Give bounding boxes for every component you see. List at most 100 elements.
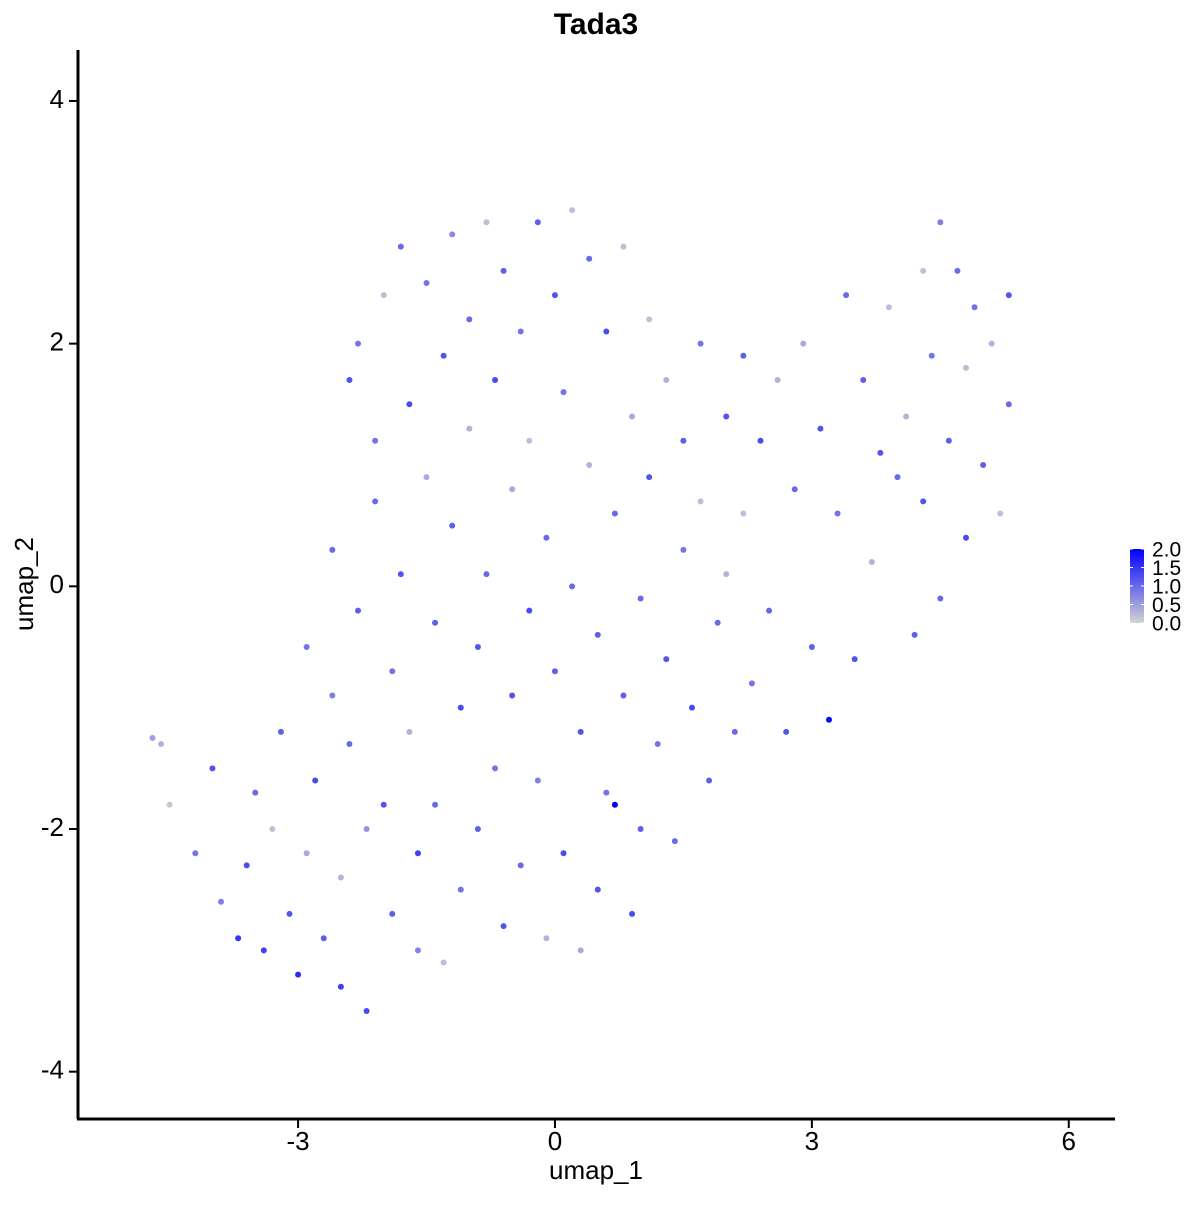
point	[218, 898, 225, 905]
point	[903, 413, 910, 420]
point	[295, 971, 302, 978]
point	[303, 643, 310, 650]
point	[449, 522, 456, 529]
point	[372, 498, 379, 505]
y-tick-label: 0	[50, 569, 64, 599]
point	[269, 825, 276, 832]
point	[483, 571, 490, 578]
point	[980, 461, 987, 468]
point	[543, 534, 550, 541]
point	[243, 862, 250, 869]
point	[286, 910, 293, 917]
point	[235, 935, 242, 942]
point	[457, 886, 464, 893]
point	[697, 498, 704, 505]
point	[363, 1008, 370, 1015]
point	[594, 886, 601, 893]
point	[577, 947, 584, 954]
point	[877, 449, 884, 456]
point	[397, 571, 404, 578]
point	[646, 316, 653, 323]
point	[209, 765, 216, 772]
point	[355, 340, 362, 347]
point	[731, 728, 738, 735]
point	[517, 328, 524, 335]
y-tick-label: -4	[41, 1055, 64, 1085]
point	[611, 801, 618, 808]
point	[492, 765, 499, 772]
point	[740, 352, 747, 359]
color-tick-label: 0.0	[1152, 613, 1181, 636]
point	[423, 474, 430, 481]
point	[492, 377, 499, 384]
point	[466, 425, 473, 432]
point	[449, 231, 456, 238]
point	[911, 631, 918, 638]
point	[329, 692, 336, 699]
point	[329, 546, 336, 553]
point	[166, 801, 173, 808]
point	[688, 704, 695, 711]
color-tick-label: 1.0	[1152, 576, 1181, 599]
point	[440, 352, 447, 359]
x-tick-label: -3	[287, 1126, 310, 1156]
point	[303, 850, 310, 857]
point	[526, 607, 533, 614]
x-tick-label: 3	[805, 1126, 819, 1156]
point	[586, 461, 593, 468]
point	[509, 486, 516, 493]
point	[483, 219, 490, 226]
point	[569, 583, 576, 590]
point	[954, 267, 961, 274]
point	[834, 510, 841, 517]
point	[406, 401, 413, 408]
x-tick-label: 6	[1062, 1126, 1076, 1156]
point	[671, 838, 678, 845]
point	[534, 777, 541, 784]
point	[783, 728, 790, 735]
y-tick-label: 4	[50, 84, 64, 114]
point	[149, 734, 156, 741]
point	[372, 437, 379, 444]
point	[509, 692, 516, 699]
point	[192, 850, 199, 857]
point	[440, 959, 447, 966]
color-tick-label: 1.5	[1152, 557, 1181, 580]
point	[868, 559, 875, 566]
point	[363, 825, 370, 832]
x-tick-label: 0	[548, 1126, 562, 1156]
y-tick-label: -2	[41, 812, 64, 842]
point	[414, 947, 421, 954]
point	[620, 692, 627, 699]
point	[808, 643, 815, 650]
point	[629, 413, 636, 420]
point	[937, 219, 944, 226]
point	[569, 207, 576, 214]
point	[740, 510, 747, 517]
point	[766, 607, 773, 614]
point	[963, 534, 970, 541]
point	[611, 510, 618, 517]
point	[414, 850, 421, 857]
color-tick-label: 0.5	[1152, 594, 1181, 617]
point	[577, 728, 584, 735]
point	[620, 243, 627, 250]
point	[312, 777, 319, 784]
point	[586, 255, 593, 262]
point	[791, 486, 798, 493]
point	[706, 777, 713, 784]
point	[971, 304, 978, 311]
point	[603, 789, 610, 796]
point	[526, 437, 533, 444]
y-tick-label: 2	[50, 327, 64, 357]
point	[346, 377, 353, 384]
point	[423, 279, 430, 286]
point	[1005, 292, 1012, 299]
point	[988, 340, 995, 347]
point	[517, 862, 524, 869]
point	[637, 595, 644, 602]
point	[380, 801, 387, 808]
point	[560, 389, 567, 396]
point	[474, 643, 481, 650]
